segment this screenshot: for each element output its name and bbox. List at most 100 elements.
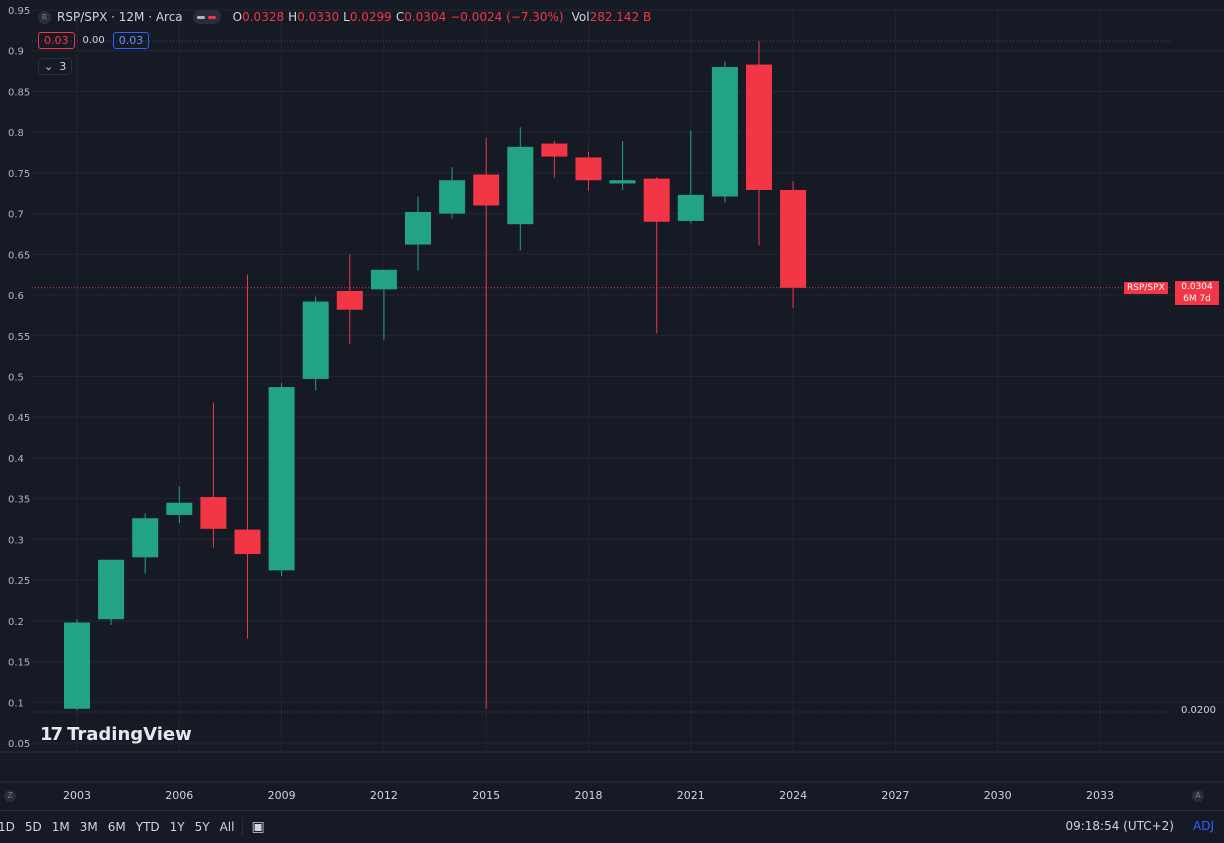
y-tick-label: 0.9	[8, 47, 24, 58]
volume-label: Vol	[571, 10, 590, 24]
price-tag-value: 0.0304	[1181, 282, 1213, 292]
bottom-toolbar: 1D 5D 1M 3M 6M YTD 1Y 5Y All ▣ 09:18:54 (UTC+2) …	[0, 810, 1224, 843]
y-tick-label: 0.85	[8, 87, 30, 98]
visibility-toggle-icon[interactable]	[192, 10, 221, 24]
candle-body	[541, 143, 568, 157]
tradingview-logo-icon: 17	[40, 724, 63, 745]
price-symbol-tag: RSP/SPX	[1124, 282, 1168, 294]
indicator-mid-value: 0.00	[82, 35, 105, 46]
candle-body	[677, 194, 704, 221]
candle-body	[166, 502, 193, 515]
x-tick-label: 2003	[63, 789, 91, 802]
candle-body	[473, 174, 500, 206]
indicator-right-value: 0.03	[112, 32, 150, 49]
low-line-label: 0.0200	[1181, 705, 1216, 716]
change-value: −0.0024 (−7.30%)	[450, 10, 564, 24]
timeframe-1d[interactable]: 1D	[0, 820, 15, 834]
high-value: 0.0330	[297, 10, 340, 24]
x-tick-label: 2021	[677, 789, 705, 802]
y-tick-label: 0.8	[8, 128, 24, 139]
y-tick-label: 0.2	[8, 617, 24, 628]
timeframe-1m[interactable]: 1M	[51, 820, 70, 834]
timeframe-all[interactable]: All	[219, 820, 235, 834]
x-tick-label: 2024	[779, 789, 807, 802]
y-tick-label: 0.15	[8, 658, 30, 669]
toolbar-divider	[242, 818, 244, 836]
indicator-count: 3	[59, 60, 67, 73]
y-tick-label: 0.95	[8, 6, 30, 17]
candle-body	[336, 290, 363, 310]
x-tick-label: 2027	[881, 789, 909, 802]
symbol-title[interactable]: RSP/SPX · 12M · Arca	[57, 10, 183, 24]
y-tick-label: 0.65	[8, 250, 30, 261]
close-value: 0.0304	[404, 10, 447, 24]
reference-lines	[32, 40, 1172, 713]
candle-body	[711, 67, 738, 197]
candle-body	[132, 518, 159, 558]
grid	[0, 9, 1224, 783]
candle-body	[64, 622, 90, 709]
candle-body	[234, 529, 261, 555]
price-tag: 0.0304 6M 7d	[1175, 281, 1219, 305]
candles	[64, 40, 807, 711]
indicator-collapse-button[interactable]: ⌄ 3	[38, 58, 73, 75]
auto-scale-icon[interactable]: A	[1192, 790, 1204, 802]
timeframe-6m[interactable]: 6M	[107, 820, 126, 834]
y-tick-label: 0.05	[8, 739, 30, 750]
adj-toggle[interactable]: ADJ	[1193, 819, 1214, 833]
candle-body	[507, 146, 534, 225]
indicator-left-value: 0.03	[38, 32, 75, 49]
price-tag-countdown: 6M 7d	[1183, 294, 1211, 304]
y-tick-label: 0.25	[8, 576, 30, 587]
candle-body	[439, 180, 466, 214]
indicator-values: 0.03 0.00 0.03	[38, 32, 150, 49]
clock-timezone[interactable]: 09:18:54 (UTC+2)	[1065, 819, 1174, 833]
y-tick-label: 0.7	[8, 210, 24, 221]
x-tick-label: 2009	[268, 789, 296, 802]
y-tick-label: 0.1	[8, 698, 24, 709]
x-tick-label: 2015	[472, 789, 500, 802]
timezone-icon[interactable]: Z	[4, 790, 16, 802]
candle-body	[643, 178, 670, 222]
y-tick-label: 0.5	[8, 373, 24, 384]
x-tick-label: 2006	[165, 789, 193, 802]
candle-body	[268, 387, 295, 571]
y-tick-label: 0.75	[8, 169, 30, 180]
y-tick-label: 0.6	[8, 291, 24, 302]
timeframe-5y[interactable]: 5Y	[194, 820, 210, 834]
x-axis: 2003 2006 2009 2012 2015 2018 2021 2024 2027 2030…	[63, 789, 1114, 802]
timeframe-3m[interactable]: 3M	[79, 820, 98, 834]
open-value: 0.0328	[242, 10, 285, 24]
x-tick-label: 2012	[370, 789, 398, 802]
watermark-text: TradingView	[67, 724, 192, 745]
volume-value: 282.142 B	[589, 10, 652, 24]
y-tick-label: 0.35	[8, 495, 30, 506]
legend-header: R RSP/SPX · 12M · Arca O 0.0328 H 0.0330 L…	[38, 8, 655, 26]
candle-body	[200, 497, 227, 529]
date-range-icon[interactable]: ▣	[251, 819, 265, 835]
timeframe-buttons: 1D 5D 1M 3M 6M YTD 1Y 5Y All	[0, 820, 234, 834]
timeframe-1y[interactable]: 1Y	[169, 820, 185, 834]
timeframe-ytd[interactable]: YTD	[135, 820, 160, 834]
y-tick-label: 0.3	[8, 535, 24, 546]
x-tick-label: 2030	[984, 789, 1012, 802]
low-value: 0.0299	[349, 10, 392, 24]
low-label: L	[343, 10, 350, 24]
close-label: C	[395, 10, 405, 24]
tradingview-watermark: 17 TradingView	[40, 724, 192, 745]
candle-body	[98, 559, 125, 620]
y-tick-label: 0.45	[8, 413, 30, 424]
y-tick-label: 0.55	[8, 332, 30, 343]
candle-body	[746, 64, 772, 190]
x-tick-label: 2033	[1086, 789, 1114, 802]
x-tick-label: 2018	[575, 789, 603, 802]
high-label: H	[288, 10, 298, 24]
y-tick-label: 0.4	[8, 454, 24, 465]
candle-body	[609, 180, 636, 184]
y-axis: 0.05 0.1 0.15 0.2 0.25 0.3 0.35 0.4 0.45 0.5 0.55 0…	[8, 6, 30, 750]
chevron-down-icon: ⌄	[44, 60, 54, 73]
candle-body	[780, 189, 807, 288]
open-label: O	[232, 10, 243, 24]
timeframe-5d[interactable]: 5D	[24, 820, 42, 834]
